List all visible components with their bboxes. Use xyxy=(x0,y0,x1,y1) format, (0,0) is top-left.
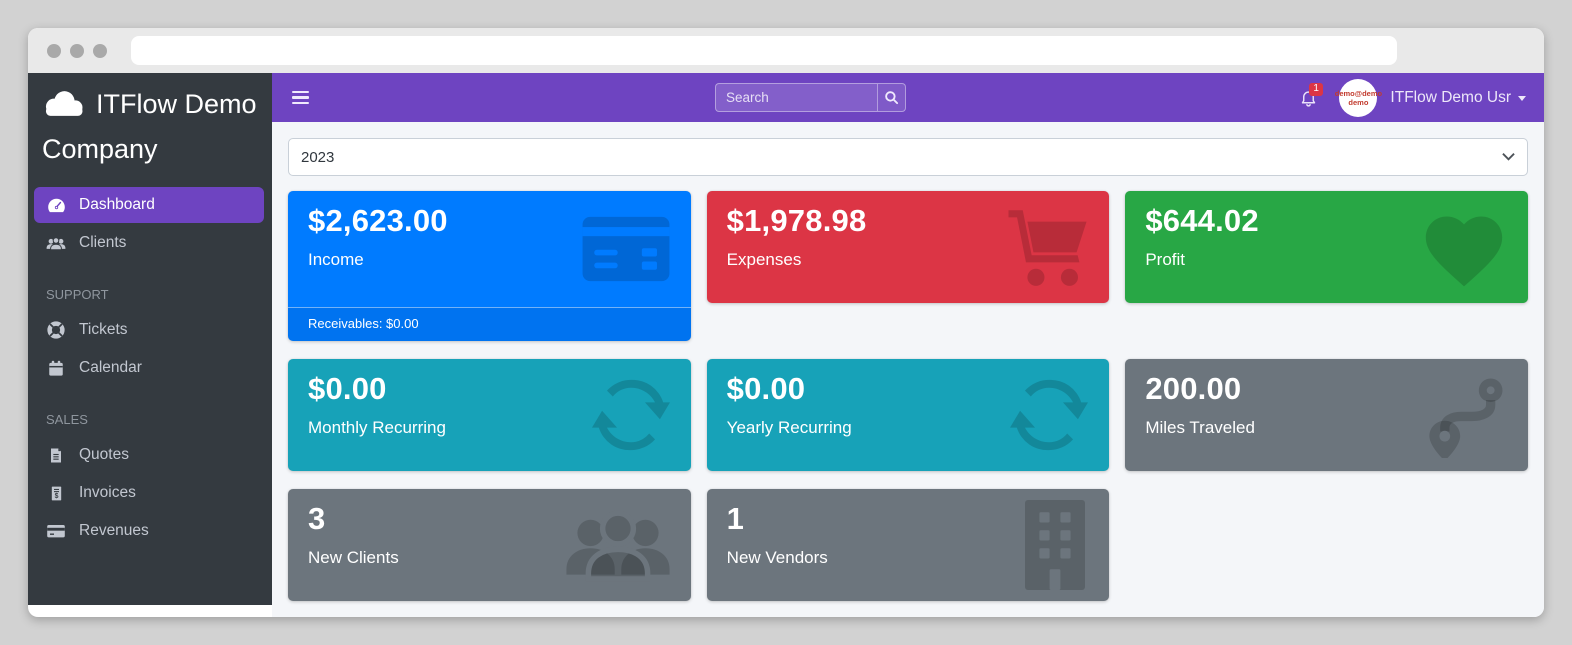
card-value: $0.00 xyxy=(726,371,806,406)
expenses-card[interactable]: $1,978.98 Expenses xyxy=(706,191,1110,303)
sidebar-section-support: SUPPORT xyxy=(46,287,109,302)
user-menu[interactable]: ITFlow Demo Usr xyxy=(1390,89,1526,107)
search-input[interactable] xyxy=(715,83,877,112)
credit-card-icon xyxy=(44,523,68,539)
search-button[interactable] xyxy=(877,83,906,112)
building-icon xyxy=(1019,498,1091,592)
window-maximize-button[interactable] xyxy=(93,43,107,58)
yearly-recurring-card[interactable]: $0.00 Yearly Recurring xyxy=(706,359,1110,471)
file-invoice-dollar-icon: $ xyxy=(44,484,68,503)
browser-chrome xyxy=(28,28,1544,73)
notifications-button[interactable]: 1 xyxy=(1299,82,1323,108)
heart-icon xyxy=(1418,205,1510,289)
sidebar-item-label: Clients xyxy=(79,234,127,251)
profit-card[interactable]: $644.02 Profit xyxy=(1125,191,1529,303)
topbar: 1 demo@demo demo ITFlow Demo Usr xyxy=(272,73,1544,122)
new-vendors-card[interactable]: 1 New Vendors xyxy=(706,489,1110,601)
users-icon xyxy=(563,506,673,585)
brand[interactable]: ITFlow Demo Company xyxy=(28,73,272,183)
sidebar-item-quotes[interactable]: Quotes xyxy=(34,437,264,473)
notification-badge: 1 xyxy=(1309,82,1323,96)
card-value: 200.00 xyxy=(1145,371,1242,406)
search-icon xyxy=(885,91,899,105)
card-label: Yearly Recurring xyxy=(726,418,852,437)
card-label: Monthly Recurring xyxy=(308,418,446,437)
avatar-text: demo@demo xyxy=(1334,88,1383,98)
cloud-icon xyxy=(42,88,86,130)
users-icon xyxy=(44,236,68,251)
avatar[interactable]: demo@demo demo xyxy=(1335,78,1382,117)
browser-window: ITFlow Demo Company Dashboard xyxy=(28,28,1544,617)
window-close-button[interactable] xyxy=(47,43,61,58)
svg-text:$: $ xyxy=(54,493,58,500)
card-label: Income xyxy=(308,250,364,269)
file-icon xyxy=(44,446,68,465)
sidebar: ITFlow Demo Company Dashboard xyxy=(28,73,272,605)
card-label: Miles Traveled xyxy=(1145,418,1255,437)
card-value: 1 xyxy=(726,501,745,536)
menu-icon[interactable] xyxy=(292,90,309,105)
window-controls[interactable] xyxy=(47,43,107,58)
sidebar-item-label: Tickets xyxy=(79,321,128,338)
card-value: $0.00 xyxy=(308,371,387,406)
monthly-recurring-card[interactable]: $0.00 Monthly Recurring xyxy=(288,359,691,471)
sidebar-item-dashboard[interactable]: Dashboard xyxy=(34,187,264,223)
avatar-text: demo xyxy=(1348,97,1369,107)
new-clients-card[interactable]: 3 New Clients xyxy=(288,489,691,601)
card-footer: Receivables: $0.00 xyxy=(288,307,691,341)
calendar-icon xyxy=(44,359,68,378)
income-card[interactable]: $2,623.00 Income xyxy=(288,191,691,341)
sync-icon xyxy=(1007,376,1091,454)
sidebar-item-label: Dashboard xyxy=(79,196,155,213)
card-value: $2,623.00 xyxy=(308,203,448,238)
dashboard-content: 2023 $2,623.00 Income xyxy=(272,122,1544,617)
window-minimize-button[interactable] xyxy=(70,43,84,58)
life-ring-icon xyxy=(44,321,68,339)
sidebar-item-calendar[interactable]: Calendar xyxy=(34,350,264,386)
sidebar-item-label: Calendar xyxy=(79,359,142,376)
sidebar-item-label: Revenues xyxy=(79,522,149,539)
sidebar-item-tickets[interactable]: Tickets xyxy=(34,312,264,348)
credit-card-icon xyxy=(579,215,673,283)
card-label: Profit xyxy=(1145,250,1186,269)
shopping-cart-icon xyxy=(1003,206,1091,288)
year-select[interactable]: 2023 xyxy=(288,138,1528,176)
sync-icon xyxy=(589,376,673,454)
gauge-icon xyxy=(44,196,68,215)
url-bar[interactable] xyxy=(131,36,1397,65)
sidebar-item-revenues[interactable]: Revenues xyxy=(34,513,264,549)
sidebar-item-label: Quotes xyxy=(79,446,129,463)
card-label: Expenses xyxy=(726,250,802,269)
caret-down-icon xyxy=(1518,96,1526,101)
sidebar-section-sales: SALES xyxy=(46,412,88,427)
search-form xyxy=(715,83,906,112)
brand-text: ITFlow Demo Company xyxy=(42,89,257,164)
sidebar-item-invoices[interactable]: $ Invoices xyxy=(34,475,264,511)
card-label: New Vendors xyxy=(726,548,828,567)
card-label: New Clients xyxy=(308,548,399,567)
route-icon xyxy=(1424,372,1510,461)
card-value: $1,978.98 xyxy=(726,203,867,238)
sidebar-item-label: Invoices xyxy=(79,484,136,501)
miles-traveled-card[interactable]: 200.00 Miles Traveled xyxy=(1125,359,1529,471)
card-value: $644.02 xyxy=(1145,203,1259,238)
user-name: ITFlow Demo Usr xyxy=(1390,88,1511,106)
card-value: 3 xyxy=(308,501,326,536)
sidebar-item-clients[interactable]: Clients xyxy=(34,225,264,261)
